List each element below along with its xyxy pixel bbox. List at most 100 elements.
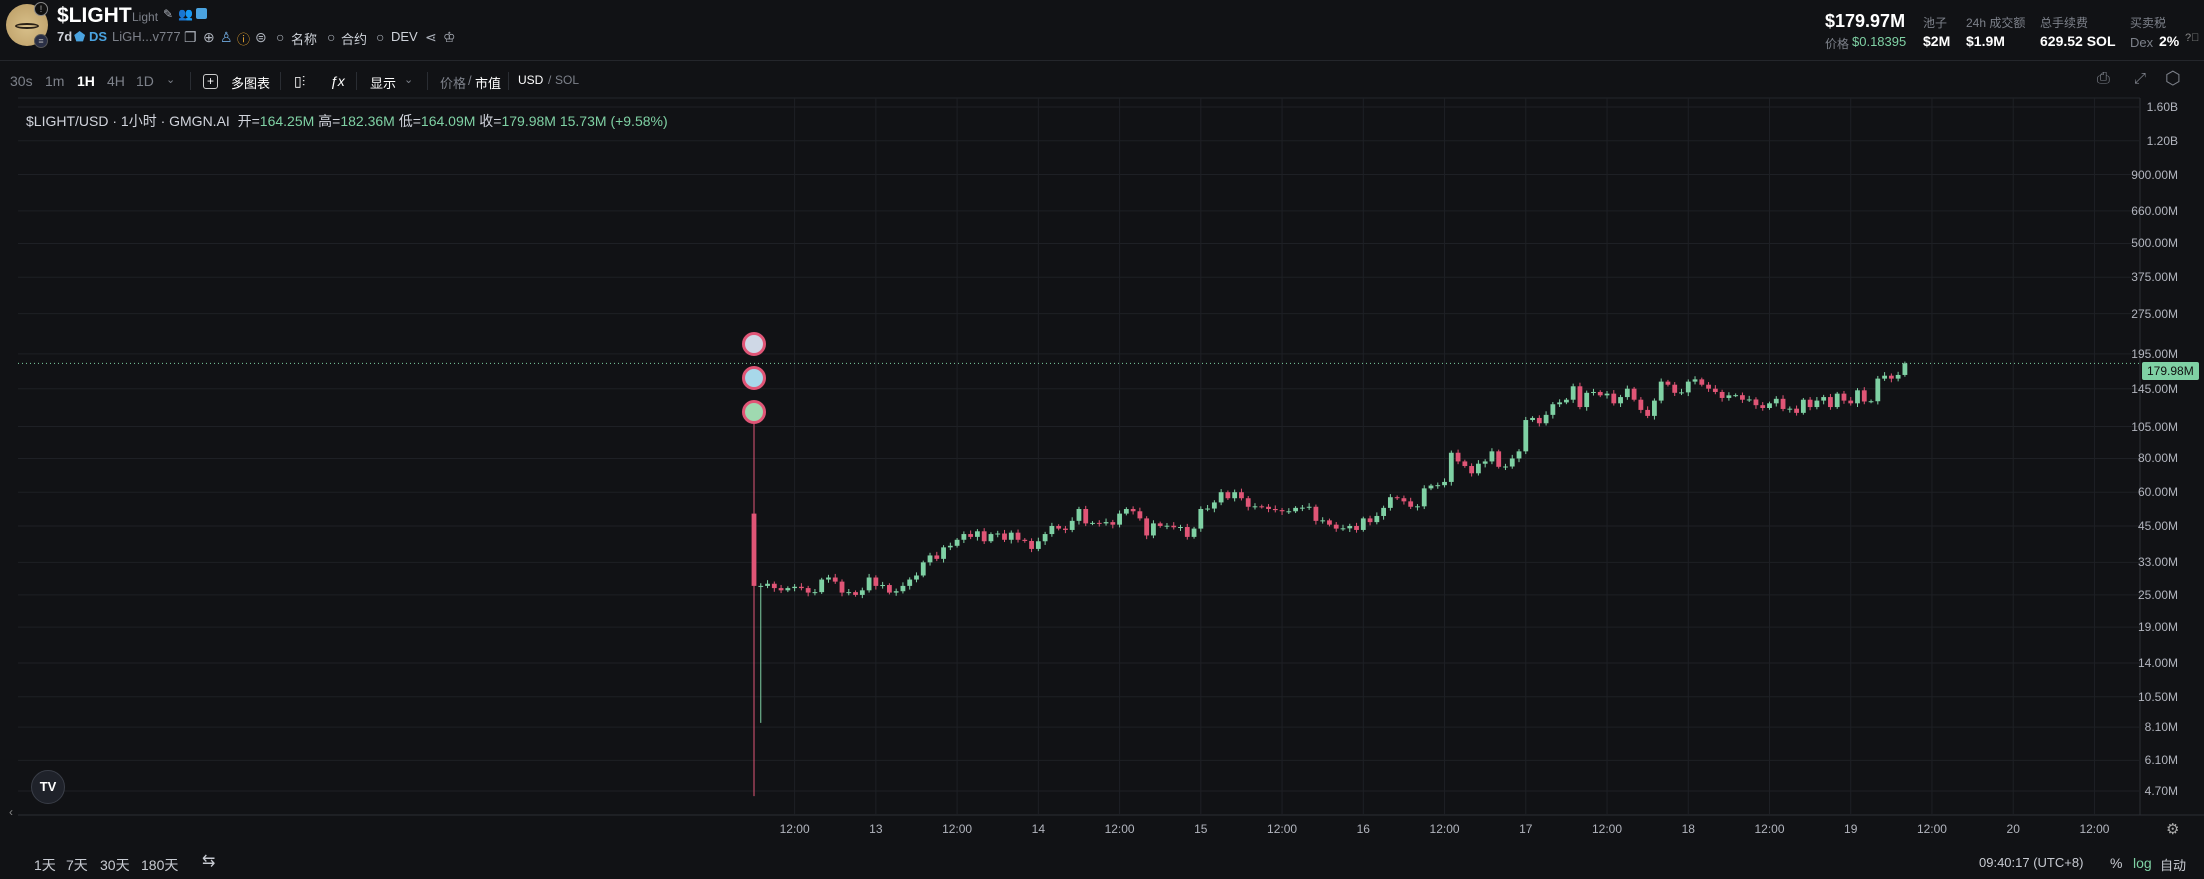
price-tick-label: 375.00M [2131, 270, 2178, 285]
interval-4h[interactable]: 4H [107, 73, 125, 89]
price-tick-label: 8.10M [2144, 720, 2178, 735]
edit-icon[interactable]: ✎ [163, 7, 174, 21]
menu-circle-icon[interactable]: ⊜ [255, 29, 267, 45]
contract-address[interactable]: LiGH...v777 [112, 29, 181, 44]
candle-up [1618, 397, 1623, 404]
candle-down [1259, 506, 1265, 508]
candle-up [1381, 507, 1387, 516]
stat-value: $1.9M [1966, 33, 2005, 49]
stat-label: 池子 [1923, 16, 1948, 30]
candle-up [1821, 397, 1827, 401]
legend-title: $LIGHT/USD · 1小时 · GMGN.AI [26, 113, 230, 129]
interval-1m[interactable]: 1m [45, 73, 65, 89]
candle-down [1130, 508, 1136, 512]
time-tick-label: 12:00 [942, 822, 973, 836]
display-menu[interactable]: 显示 [370, 76, 397, 91]
interval-1d[interactable]: 1D [136, 73, 154, 89]
trader-avatar-marker[interactable] [742, 366, 766, 390]
candle-up [1218, 492, 1224, 503]
candle-up [859, 590, 865, 595]
range-1d[interactable]: 1天 [34, 857, 56, 873]
candle-up [1624, 388, 1630, 398]
settings-icon[interactable]: ⬡ [2165, 68, 2181, 88]
usd-toggle[interactable]: USD [518, 73, 544, 87]
candle-up [1814, 400, 1820, 408]
indicators-fx-icon[interactable]: ƒx [330, 73, 345, 89]
help-icon[interactable]: ?⃝ [2185, 32, 2200, 44]
candle-down [1699, 379, 1705, 385]
mcap-toggle[interactable]: 市值 [475, 76, 502, 91]
axis-settings-icon[interactable]: ⚙ [2166, 821, 2180, 838]
multi-chart-button[interactable]: 多图表 [231, 76, 271, 91]
price-tick-label: 10.50M [2137, 689, 2178, 704]
legend-close-label: 收= [479, 113, 502, 129]
collapse-left-icon[interactable]: ‹ [9, 805, 13, 819]
legend-high-label: 高= [318, 113, 341, 129]
divider [356, 72, 357, 90]
candle-down [771, 583, 777, 589]
price-tick-label: 900.00M [2131, 167, 2178, 182]
legend-open: 164.25M [259, 113, 315, 129]
time-tick-label: 12:00 [779, 822, 810, 836]
user-icon[interactable]: ♙ [220, 29, 233, 45]
candle-down [1157, 523, 1163, 526]
candle-up [785, 588, 791, 591]
range-180d[interactable]: 180天 [141, 857, 179, 873]
copy-icon[interactable]: ❐ [184, 29, 197, 45]
candle-up [1205, 508, 1210, 510]
candle-down [887, 585, 892, 593]
candle-up [1800, 399, 1806, 413]
camera-icon[interactable]: ⎙ [2097, 70, 2110, 87]
tradingview-logo[interactable]: TV [31, 770, 65, 804]
percent-toggle[interactable]: % [2110, 855, 2123, 871]
candle-down [1056, 525, 1062, 529]
interval-30s[interactable]: 30s [10, 73, 33, 89]
auto-toggle[interactable]: 自动 [2160, 858, 2187, 873]
candle-up [954, 539, 960, 546]
range-7d[interactable]: 7天 [66, 857, 88, 873]
candle-up [941, 547, 946, 559]
trader-avatar-marker[interactable] [742, 332, 766, 356]
search-contract-link[interactable]: 合约 [341, 32, 368, 47]
ds-label: DS [89, 29, 108, 44]
range-30d[interactable]: 30天 [100, 857, 130, 873]
time-tick-label: 12:00 [1592, 822, 1623, 836]
search-name-link[interactable]: 名称 [291, 32, 318, 47]
sol-toggle[interactable]: SOL [555, 73, 580, 87]
price-toggle[interactable]: 价格 [440, 76, 467, 91]
candle-up [1252, 506, 1258, 508]
fullscreen-expand-icon[interactable]: ⤢ [2134, 70, 2147, 87]
date-range-icon[interactable]: ⇆ [202, 853, 216, 870]
chevron-down-icon[interactable]: ⌄ [166, 74, 176, 86]
candle-up [1855, 390, 1860, 404]
candle-down [1279, 510, 1285, 512]
candle-down [751, 513, 757, 586]
stat-label: 24h 成交额 [1966, 16, 2026, 30]
log-toggle[interactable]: log [2133, 855, 2152, 871]
trader-avatar-marker[interactable] [742, 400, 766, 424]
interval-1h[interactable]: 1H [77, 73, 95, 89]
candle-up [947, 545, 953, 548]
candle-down [1327, 520, 1332, 525]
candle-up [1773, 398, 1779, 404]
website-globe-icon[interactable]: ⊕ [203, 29, 215, 45]
add-chart-icon[interactable]: + [203, 74, 218, 89]
search-dev-link[interactable]: DEV [391, 29, 418, 44]
candle-up [1103, 522, 1109, 524]
verified-icon [196, 8, 207, 19]
divider [508, 72, 509, 90]
candle-up [1834, 393, 1840, 408]
holders-icon: 👥 [178, 7, 193, 21]
chevron-down-icon[interactable]: ⌄ [404, 74, 414, 86]
candle-style-icon[interactable]: ▯⫶ [294, 73, 306, 89]
legend-open-label: 开= [237, 113, 260, 129]
candle-down [1029, 540, 1034, 549]
candle-up [819, 579, 825, 593]
token-header: ! ≡ $LIGHT Light ✎ 👥 7d ⬟ DS LiGH...v777… [0, 0, 2204, 61]
candle-down [1828, 397, 1833, 408]
candle-down [1225, 492, 1231, 499]
favorite-crown-icon[interactable]: ♔ [443, 29, 456, 45]
warning-icon[interactable]: ⓘ [237, 32, 251, 47]
share-icon[interactable]: ⋖ [425, 29, 437, 45]
